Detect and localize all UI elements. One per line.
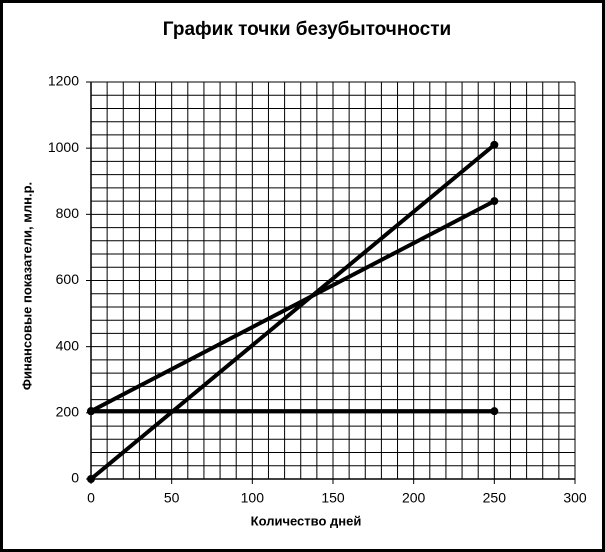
y-axis-label: Финансовые показатели, млн.р. bbox=[19, 182, 34, 390]
x-axis-label: Количество дней bbox=[251, 513, 362, 528]
x-tick-label: 0 bbox=[87, 490, 95, 506]
data-point bbox=[490, 140, 499, 149]
y-tick-label: 800 bbox=[56, 205, 80, 221]
x-tick-label: 150 bbox=[321, 490, 345, 506]
data-point bbox=[490, 197, 499, 206]
y-tick-label: 0 bbox=[71, 470, 79, 486]
x-tick-label: 50 bbox=[164, 490, 180, 506]
x-tick-label: 300 bbox=[563, 490, 587, 506]
data-point bbox=[87, 407, 95, 416]
series-line bbox=[90, 199, 496, 413]
x-tick-label: 200 bbox=[402, 490, 426, 506]
data-point bbox=[490, 407, 499, 416]
y-tick-label: 600 bbox=[56, 271, 80, 287]
y-tick-label: 200 bbox=[56, 404, 80, 420]
y-tick-label: 1000 bbox=[48, 139, 79, 155]
x-tick-label: 100 bbox=[241, 490, 265, 506]
data-point bbox=[87, 475, 95, 483]
series-line bbox=[89, 143, 496, 481]
chart-title: График точки безубыточности bbox=[163, 19, 451, 40]
y-tick-label: 1200 bbox=[48, 73, 79, 89]
x-tick-label: 250 bbox=[483, 490, 507, 506]
y-tick-label: 400 bbox=[56, 337, 80, 353]
